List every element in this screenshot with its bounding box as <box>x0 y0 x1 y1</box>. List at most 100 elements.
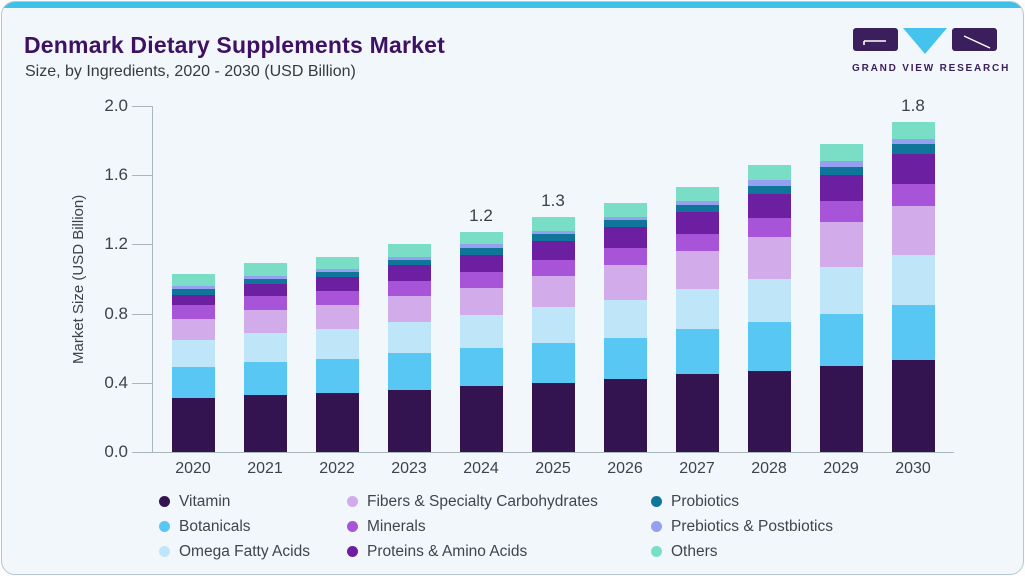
bar-segment-prebiotics-postbiotics <box>891 139 935 144</box>
bar-segment-proteins-amino-acids <box>459 255 503 272</box>
bar-segment-probiotics <box>747 186 791 194</box>
bar-segment-prebiotics-postbiotics <box>315 269 359 272</box>
bar-segment-others <box>603 203 647 217</box>
page-title: Denmark Dietary Supplements Market <box>24 32 445 58</box>
legend-label: Probiotics <box>671 492 740 510</box>
bar-segment-fibers-specialty-carbohydrates <box>531 276 575 307</box>
y-tick-label: 1.6 <box>104 165 128 185</box>
bar-segment-proteins-amino-acids <box>171 295 215 305</box>
logo-g-glyph <box>863 40 886 45</box>
legend-item: Vitamin <box>159 493 347 511</box>
bar-segment-proteins-amino-acids <box>603 227 647 248</box>
bar-segment-proteins-amino-acids <box>891 154 935 184</box>
legend-label: Prebiotics & Postbiotics <box>671 517 833 535</box>
bar-segment-fibers-specialty-carbohydrates <box>819 222 863 267</box>
bar-segment-prebiotics-postbiotics <box>747 180 791 186</box>
x-tick-label: 2022 <box>319 460 355 477</box>
legend-item: Prebiotics & Postbiotics <box>651 518 1013 536</box>
bar-segment-others <box>171 274 215 286</box>
bar-segment-fibers-specialty-carbohydrates <box>171 319 215 340</box>
bar-segment-vitamin <box>603 379 647 452</box>
bar-segment-vitamin <box>819 366 863 452</box>
y-tick-mark <box>132 175 152 177</box>
bar-segment-botanicals <box>747 322 791 371</box>
legend-dot-icon <box>159 496 170 507</box>
bar-segment-proteins-amino-acids <box>747 194 791 218</box>
legend-item: Proteins & Amino Acids <box>347 543 651 561</box>
bar-segment-probiotics <box>603 220 647 227</box>
legend-label: Botanicals <box>179 517 251 535</box>
x-tick-label: 2025 <box>535 460 571 477</box>
bar-segment-omega-fatty-acids <box>531 307 575 343</box>
bar-segment-minerals <box>387 281 431 296</box>
legend-dot-icon <box>347 496 358 507</box>
legend-dot-icon <box>159 521 170 532</box>
bar-segment-botanicals <box>459 348 503 386</box>
bar-segment-probiotics <box>675 205 719 212</box>
bar-segment-probiotics <box>171 289 215 295</box>
legend-dot-icon <box>651 546 662 557</box>
bar-segment-others <box>675 187 719 201</box>
bar-segment-minerals <box>603 248 647 265</box>
legend-item: Fibers & Specialty Carbohydrates <box>347 493 651 511</box>
bar-segment-others <box>315 257 359 269</box>
bar-segment-proteins-amino-acids <box>531 241 575 260</box>
bar-segment-vitamin <box>459 386 503 452</box>
bar-total-label: 1.8 <box>901 96 925 115</box>
bar-total-label: 1.2 <box>469 206 493 225</box>
gvr-logo: GRAND VIEW RESEARCH <box>852 28 1011 74</box>
bar-segment-probiotics <box>387 260 431 265</box>
logo-r-block <box>952 28 997 51</box>
bar-segment-botanicals <box>603 338 647 379</box>
bar-segment-minerals <box>531 260 575 276</box>
bar-segment-minerals <box>315 291 359 305</box>
y-tick-label: 1.2 <box>104 234 128 254</box>
bar-segment-botanicals <box>387 353 431 390</box>
y-tick-label: 0.4 <box>104 372 128 392</box>
legend-item: Others <box>651 543 1013 561</box>
bar-segment-probiotics <box>315 272 359 277</box>
y-tick-label: 0.0 <box>104 442 128 461</box>
bar-segment-prebiotics-postbiotics <box>603 217 647 220</box>
legend-dot-icon <box>159 546 170 557</box>
bar-segment-others <box>243 263 287 276</box>
bar-segment-fibers-specialty-carbohydrates <box>459 288 503 315</box>
bar-segment-prebiotics-postbiotics <box>675 201 719 205</box>
legend-item: Probiotics <box>651 493 1013 511</box>
bar-segment-vitamin <box>747 371 791 452</box>
bar-segment-proteins-amino-acids <box>387 265 431 281</box>
bar-segment-prebiotics-postbiotics <box>531 231 575 234</box>
bar-segment-minerals <box>747 218 791 237</box>
bar-segment-prebiotics-postbiotics <box>243 276 287 279</box>
legend-label: Omega Fatty Acids <box>179 542 310 560</box>
bar-segment-fibers-specialty-carbohydrates <box>747 237 791 279</box>
gvr-logo-text: GRAND VIEW RESEARCH <box>852 63 1011 74</box>
legend-dot-icon <box>651 496 662 507</box>
bar-segment-vitamin <box>531 383 575 452</box>
bar-segment-others <box>747 165 791 180</box>
bar-segment-minerals <box>891 184 935 206</box>
bar-segment-proteins-amino-acids <box>819 175 863 201</box>
gvr-logo-icon <box>853 28 997 54</box>
bar-segment-botanicals <box>891 305 935 360</box>
bar-segment-omega-fatty-acids <box>171 340 215 367</box>
bar-total-label: 1.3 <box>541 191 565 210</box>
y-tick-mark <box>132 313 152 315</box>
bar-segment-fibers-specialty-carbohydrates <box>243 310 287 333</box>
bar-segment-probiotics <box>459 248 503 255</box>
bar-segment-botanicals <box>675 329 719 374</box>
bar-segment-fibers-specialty-carbohydrates <box>675 251 719 289</box>
bar-segment-fibers-specialty-carbohydrates <box>603 265 647 300</box>
legend-dot-icon <box>651 521 662 532</box>
y-axis-label: Market Size (USD Billion) <box>70 194 87 364</box>
legend-item: Botanicals <box>159 518 347 536</box>
x-axis-line <box>152 452 954 453</box>
bar-segment-fibers-specialty-carbohydrates <box>387 296 431 322</box>
legend-label: Minerals <box>367 517 426 535</box>
bar-segment-vitamin <box>243 395 287 452</box>
bar-segment-omega-fatty-acids <box>603 300 647 338</box>
x-tick-label: 2027 <box>679 460 715 477</box>
bar-segment-prebiotics-postbiotics <box>459 244 503 248</box>
